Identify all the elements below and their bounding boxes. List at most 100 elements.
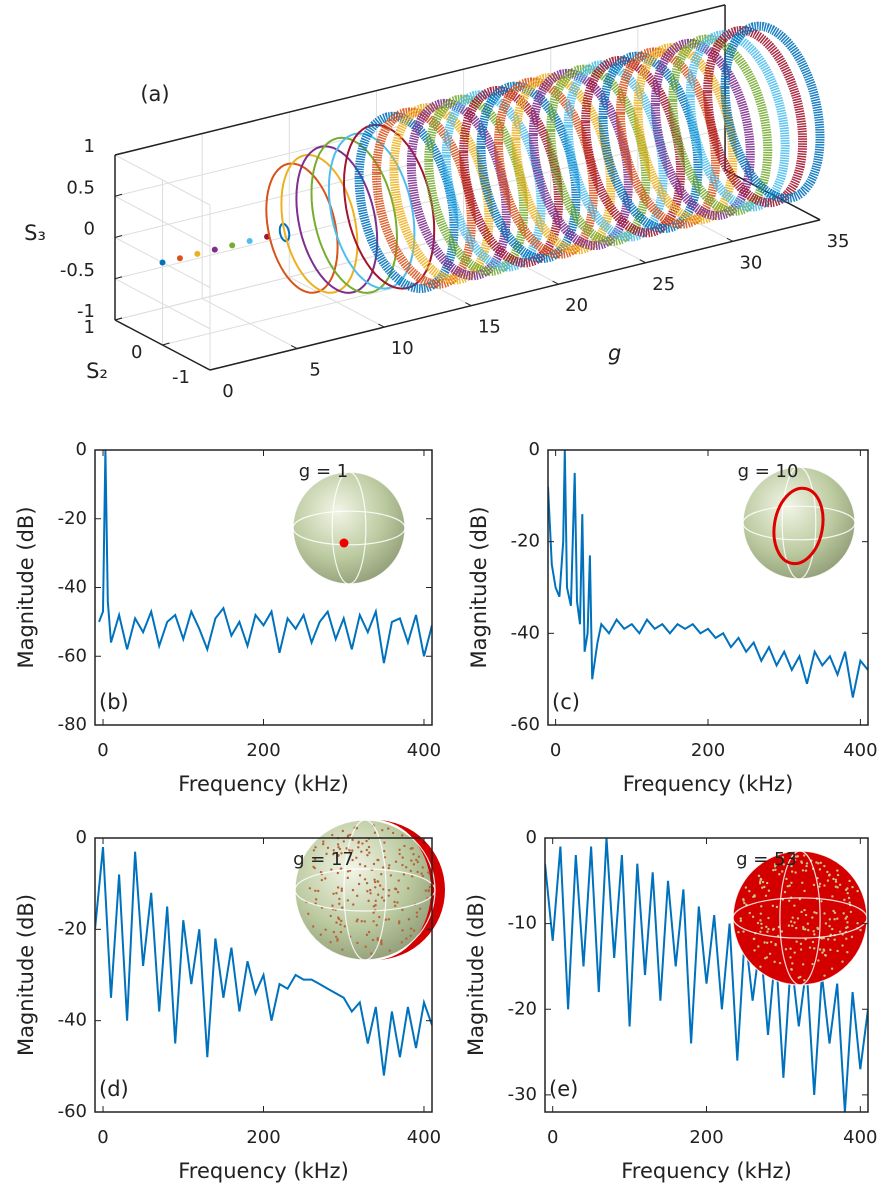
trajectory-ring (424, 94, 529, 277)
sphere-speck (841, 960, 844, 963)
sphere-speck (336, 886, 340, 889)
sphere-speck (751, 915, 755, 919)
tick-mark (465, 302, 472, 307)
sphere-speck (739, 919, 743, 923)
sphere-speck (793, 858, 797, 862)
x-axis-label: Frequency (kHz) (178, 1159, 349, 1183)
trajectory-ring (720, 21, 825, 204)
z-axis-label: S₃ (24, 221, 46, 245)
sphere-speck (312, 865, 315, 868)
tick-mark (114, 317, 123, 321)
sphere-speck (781, 870, 784, 873)
sphere-speck (369, 888, 372, 892)
sphere-shell (375, 820, 445, 960)
sphere-speck (761, 880, 765, 884)
sphere-speck (848, 901, 851, 904)
trajectory-ring (343, 123, 436, 290)
sphere-speck (833, 911, 837, 914)
sphere-speck (360, 850, 363, 853)
sphere-speck (343, 925, 347, 928)
sphere-speck (401, 908, 404, 912)
sphere-speck (748, 911, 751, 915)
sphere-speck (357, 882, 361, 886)
sphere (733, 851, 867, 985)
sphere-speck (778, 961, 782, 965)
sphere-speck (821, 951, 824, 954)
sphere-speck (764, 894, 768, 898)
sphere-speck (378, 884, 382, 887)
panel-label: (e) (549, 1077, 578, 1101)
sphere-speck (348, 849, 351, 852)
panel-label: (c) (552, 690, 580, 714)
sphere-speck (330, 868, 333, 871)
sphere-speck (352, 903, 355, 906)
sphere-speck (836, 949, 839, 953)
sphere-speck (743, 901, 746, 905)
sphere-speck (815, 911, 818, 915)
sphere-speck (321, 842, 325, 846)
sphere-speck (396, 890, 400, 894)
z-tick-label: 0.5 (66, 177, 95, 198)
sphere-speck (424, 889, 427, 892)
sphere-speck (829, 948, 832, 952)
sphere-speck (793, 921, 796, 924)
trajectory-ring (459, 85, 564, 268)
sphere-speck (387, 894, 391, 897)
annotation: g = 10 (738, 461, 799, 482)
sphere-speck (346, 899, 349, 902)
sphere-speck (415, 858, 418, 862)
sphere-speck (757, 945, 760, 948)
sphere-speck (336, 871, 340, 875)
sphere-speck (393, 900, 396, 904)
y-axis-label: S₂ (86, 359, 108, 383)
sphere-speck (415, 911, 419, 914)
sphere-speck (346, 876, 349, 880)
tick-mark (378, 323, 385, 328)
axis-edge (114, 4, 726, 156)
sphere-speck (794, 871, 797, 874)
y-tick-label: 0 (76, 439, 87, 460)
sphere-speck (308, 887, 312, 890)
tick-mark (639, 259, 646, 264)
sphere-speck (811, 962, 814, 966)
sphere-speck (816, 926, 819, 930)
sphere-speck (760, 922, 763, 926)
sphere-speck (847, 896, 851, 900)
grid-line (114, 195, 211, 247)
trajectory-ring (528, 68, 633, 251)
sphere-speck (801, 869, 805, 872)
sphere-speck (320, 878, 324, 882)
sphere-speck (799, 948, 803, 951)
sphere-speck (791, 924, 794, 928)
sphere-speck (831, 927, 834, 931)
sphere-speck (786, 885, 789, 888)
sphere-grid (292, 471, 406, 585)
sphere-speck (834, 880, 838, 883)
sphere-speck (768, 952, 772, 955)
sphere-speck (337, 846, 340, 849)
poincare-sphere-inset (294, 819, 445, 961)
sphere-speck (765, 881, 769, 885)
sphere-speck (363, 878, 367, 881)
sphere-speck (371, 938, 375, 942)
x-tick-label: 0 (97, 1127, 108, 1148)
y-tick-label: -40 (58, 577, 87, 598)
sphere-speck (383, 841, 386, 844)
sphere-speck (374, 886, 377, 889)
sphere-speck (358, 874, 362, 877)
sphere-speck (372, 862, 376, 866)
sphere-speck (845, 937, 848, 940)
sphere-speck (742, 899, 745, 902)
sphere-speck (331, 904, 334, 907)
sphere-speck (376, 938, 379, 942)
trajectory-ring (616, 47, 721, 229)
sphere-speck (788, 884, 791, 887)
sphere-speck (815, 861, 818, 864)
sphere-speck (387, 918, 391, 921)
sphere-speck (380, 939, 383, 942)
sphere-speck (400, 941, 404, 944)
sphere-speck (753, 937, 756, 941)
sphere-speck (859, 928, 862, 932)
sphere-speck (314, 898, 318, 901)
sphere-speck (804, 913, 808, 917)
